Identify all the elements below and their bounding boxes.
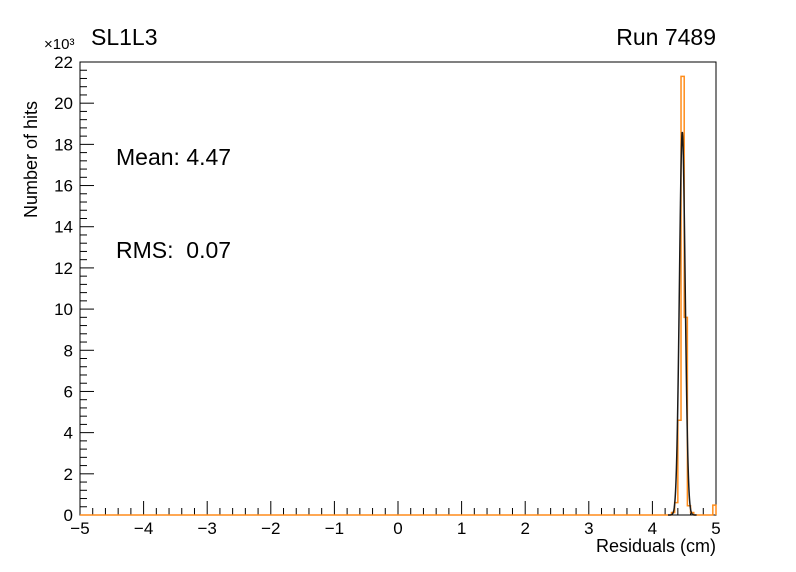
x-tick-label: −5 bbox=[70, 519, 89, 538]
y-axis-title: Number of hits bbox=[21, 100, 41, 218]
y-tick-label: 12 bbox=[54, 259, 73, 278]
y-tick-label: 10 bbox=[54, 300, 73, 319]
x-tick-label: 5 bbox=[711, 519, 720, 538]
x-tick-label: 2 bbox=[520, 519, 529, 538]
y-tick-label: 2 bbox=[64, 465, 73, 484]
y-tick-label: 4 bbox=[64, 424, 73, 443]
y-tick-label: 6 bbox=[64, 382, 73, 401]
x-tick-label: 1 bbox=[457, 519, 466, 538]
run-label: Run 7489 bbox=[616, 24, 716, 50]
y-tick-label: 18 bbox=[54, 135, 73, 154]
plot-title: SL1L3 bbox=[91, 24, 158, 50]
y-tick-label: 0 bbox=[64, 506, 73, 525]
y-tick-label: 20 bbox=[54, 94, 73, 113]
x-tick-label: 0 bbox=[393, 519, 402, 538]
stats-box: Mean: 4.47 RMS: 0.07 bbox=[116, 80, 231, 328]
mean-value: Mean: 4.47 bbox=[116, 144, 232, 170]
y-axis-multiplier: ×10³ bbox=[44, 36, 75, 53]
y-tick-label: 16 bbox=[54, 177, 73, 196]
x-tick-label: −4 bbox=[134, 519, 153, 538]
x-axis-title: Residuals (cm) bbox=[595, 536, 716, 556]
rms-value: RMS: 0.07 bbox=[116, 237, 232, 263]
x-tick-label: −1 bbox=[325, 519, 344, 538]
y-tick-label: 14 bbox=[54, 218, 73, 237]
x-tick-label: −3 bbox=[198, 519, 217, 538]
x-tick-label: 3 bbox=[584, 519, 593, 538]
y-tick-label: 8 bbox=[64, 341, 73, 360]
x-tick-label: 4 bbox=[648, 519, 657, 538]
x-tick-label: −2 bbox=[261, 519, 280, 538]
y-tick-label: 22 bbox=[54, 53, 73, 72]
fit-curve-path bbox=[667, 131, 697, 516]
